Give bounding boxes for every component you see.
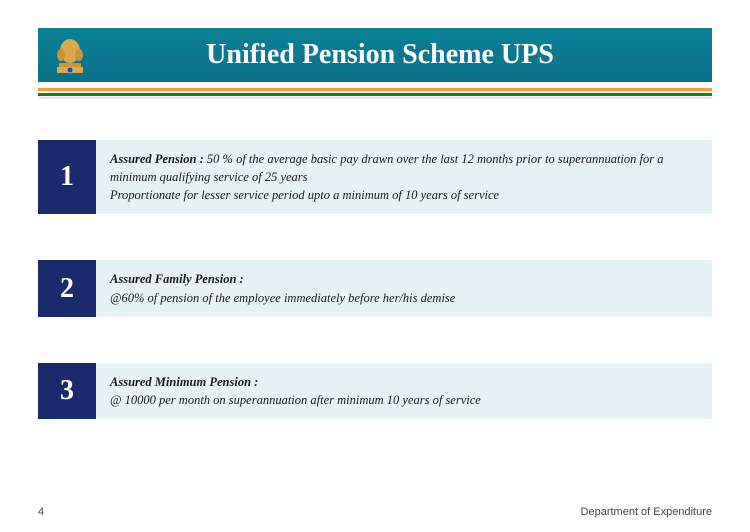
list-item: 2 Assured Family Pension : @60% of pensi…	[38, 260, 712, 316]
item-number-badge: 1	[38, 140, 96, 214]
emblem-icon	[48, 28, 92, 82]
header-banner: Unified Pension Scheme UPS	[38, 28, 712, 82]
page-number: 4	[38, 506, 44, 518]
item-label: Assured Family Pension :	[110, 272, 244, 286]
list-item: 1 Assured Pension : 50 % of the average …	[38, 140, 712, 214]
footer: 4 Department of Expenditure	[38, 506, 712, 518]
item-body: Assured Pension : 50 % of the average ba…	[96, 140, 712, 214]
item-number-badge: 2	[38, 260, 96, 316]
items-list: 1 Assured Pension : 50 % of the average …	[38, 140, 712, 465]
tricolor-divider	[38, 88, 712, 96]
page-title: Unified Pension Scheme UPS	[92, 39, 712, 71]
item-body: Assured Family Pension : @60% of pension…	[96, 260, 712, 316]
item-text-line2: Proportionate for lesser service period …	[110, 186, 698, 204]
item-text-line2: @ 10000 per month on superannuation afte…	[110, 391, 698, 409]
item-number-badge: 3	[38, 363, 96, 419]
item-label: Assured Minimum Pension :	[110, 375, 258, 389]
footer-organization: Department of Expenditure	[581, 506, 712, 518]
divider-shadow	[38, 97, 712, 99]
list-item: 3 Assured Minimum Pension : @ 10000 per …	[38, 363, 712, 419]
item-body: Assured Minimum Pension : @ 10000 per mo…	[96, 363, 712, 419]
item-label: Assured Pension :	[110, 152, 204, 166]
item-text-line2: @60% of pension of the employee immediat…	[110, 289, 698, 307]
